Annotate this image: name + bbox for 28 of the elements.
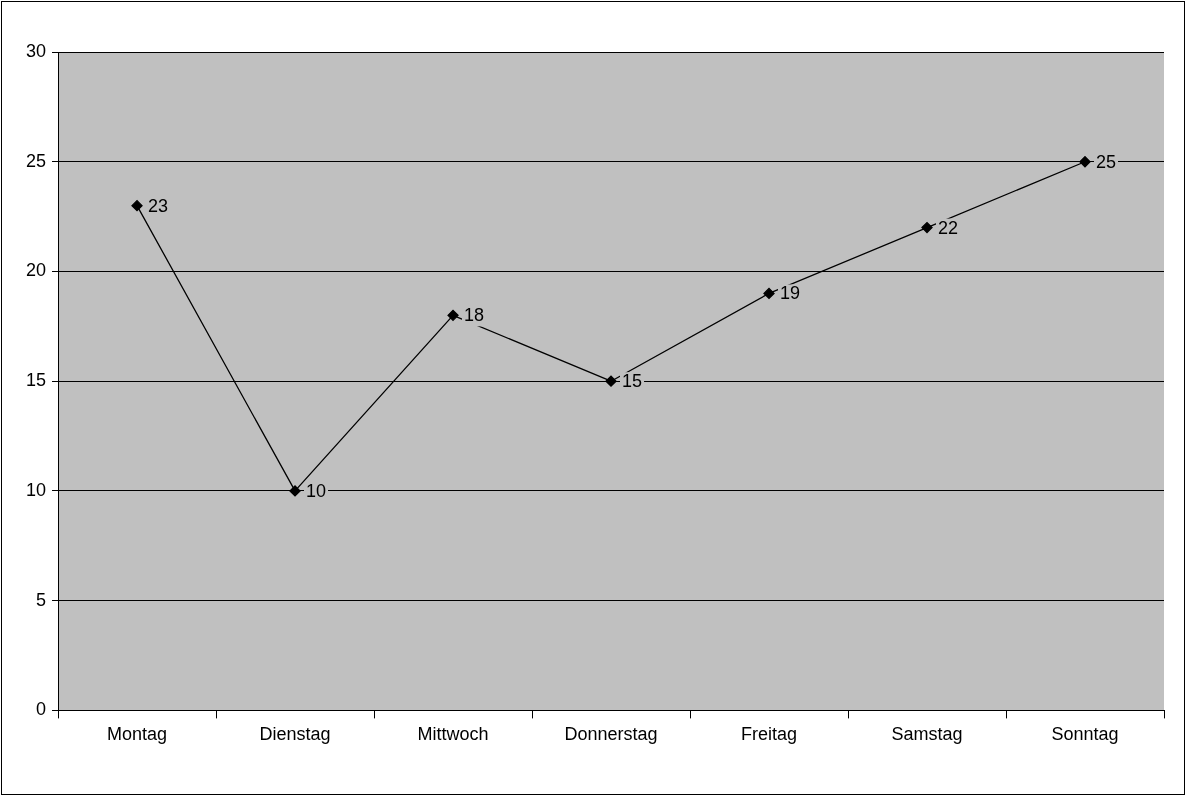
- x-tick-label: Freitag: [740, 724, 798, 745]
- x-tick-label: Montag: [107, 724, 168, 745]
- point: [763, 287, 775, 300]
- x-tick-label: Samstag: [891, 724, 963, 745]
- point: [1079, 156, 1091, 168]
- data-label: 18: [464, 305, 485, 326]
- y-tick-label: 25: [25, 150, 47, 171]
- x-tick-label: Mittwoch: [417, 724, 489, 745]
- data-label: 25: [1096, 151, 1117, 172]
- data-label: 19: [780, 283, 801, 304]
- y-tick-label: 10: [25, 479, 47, 500]
- x-tick-label: Dienstag: [259, 724, 331, 745]
- data-label: 22: [938, 217, 959, 238]
- data-label: 15: [622, 371, 643, 392]
- y-tick-label: 15: [25, 370, 47, 391]
- point: [447, 309, 459, 322]
- y-tick-label: 20: [25, 260, 47, 281]
- y-tick-label: 0: [36, 699, 47, 720]
- y-tick-label: 5: [36, 589, 47, 610]
- point: [605, 375, 617, 387]
- point: [289, 485, 301, 497]
- x-tick-label: Donnerstag: [564, 724, 658, 745]
- data-label: 10: [306, 480, 327, 501]
- x-tick-label: Sonntag: [1051, 724, 1119, 745]
- point: [131, 199, 143, 212]
- data-label: 23: [148, 195, 169, 216]
- y-tick-label: 30: [25, 40, 47, 61]
- point: [921, 221, 933, 234]
